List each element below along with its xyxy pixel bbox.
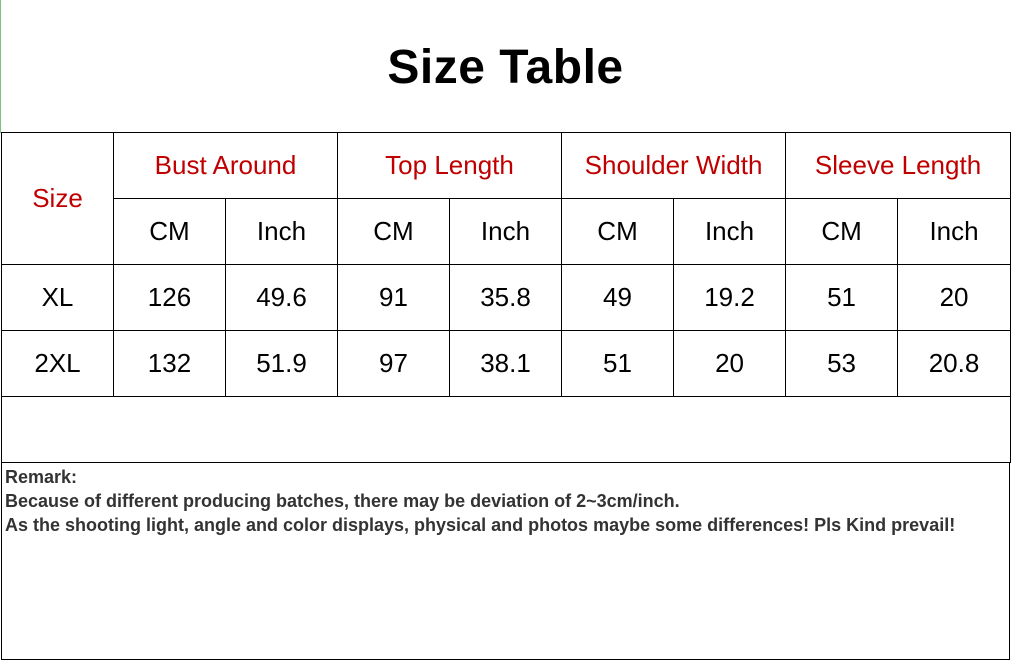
unit-header-cell: Inch	[673, 198, 787, 265]
unit-header-cell: CM	[113, 198, 226, 265]
group-header-sleeve-length: Sleeve Length	[785, 132, 1011, 199]
table-cell: 132	[113, 330, 226, 397]
group-header-top-length: Top Length	[336, 132, 563, 199]
table-cell: 51	[785, 264, 899, 331]
table-cell: 19.2	[673, 264, 787, 331]
table-cell: 126	[113, 264, 226, 331]
header-row-groups: Size Bust Around Top Length Shoulder Wid…	[1, 132, 1011, 265]
table-cell: 53	[785, 330, 899, 397]
table-cell: 97	[337, 330, 450, 397]
table-cell: 20	[897, 264, 1011, 331]
page-edge-line	[0, 0, 1, 133]
blank-cell	[0, 396, 1011, 463]
table-cell: 38.1	[448, 330, 563, 397]
unit-header-cell: Inch	[897, 198, 1011, 265]
table-cell: 49	[561, 264, 675, 331]
unit-header-cell: Inch	[225, 198, 338, 265]
header-row-units: CM Inch CM Inch CM Inch CM Inch	[2, 198, 1011, 265]
size-table: Size Bust Around Top Length Shoulder Wid…	[0, 132, 1011, 463]
table-cell: 51.9	[225, 330, 338, 397]
table-row: 2XL 132 51.9 97 38.1 51 20 53 20.8	[1, 330, 1011, 397]
remark-box	[1, 462, 1010, 660]
table-cell: 91	[337, 264, 450, 331]
unit-header-cell: CM	[561, 198, 675, 265]
remark-line: As the shooting light, angle and color d…	[5, 515, 956, 535]
blank-row	[0, 396, 1011, 463]
page-title: Size Table	[387, 41, 624, 94]
remark-section: Remark: Because of different producing b…	[5, 465, 995, 537]
unit-header-cell: CM	[785, 198, 899, 265]
remark-heading: Remark:	[5, 467, 78, 487]
group-header-bust-around: Bust Around	[113, 132, 338, 199]
unit-header-cell: CM	[337, 198, 450, 265]
table-cell: 49.6	[225, 264, 338, 331]
size-label-cell: XL	[1, 264, 114, 331]
table-cell: 20.8	[897, 330, 1011, 397]
remark-line: Because of different producing batches, …	[5, 491, 680, 511]
group-header-shoulder-width: Shoulder Width	[561, 132, 787, 199]
unit-header-cell: Inch	[448, 198, 563, 265]
table-row: XL 126 49.6 91 35.8 49 19.2 51 20	[1, 264, 1011, 331]
table-cell: 20	[673, 330, 787, 397]
size-label-cell: 2XL	[1, 330, 114, 397]
size-header-cell: Size	[1, 132, 114, 265]
table-cell: 51	[561, 330, 675, 397]
table-cell: 35.8	[448, 264, 563, 331]
